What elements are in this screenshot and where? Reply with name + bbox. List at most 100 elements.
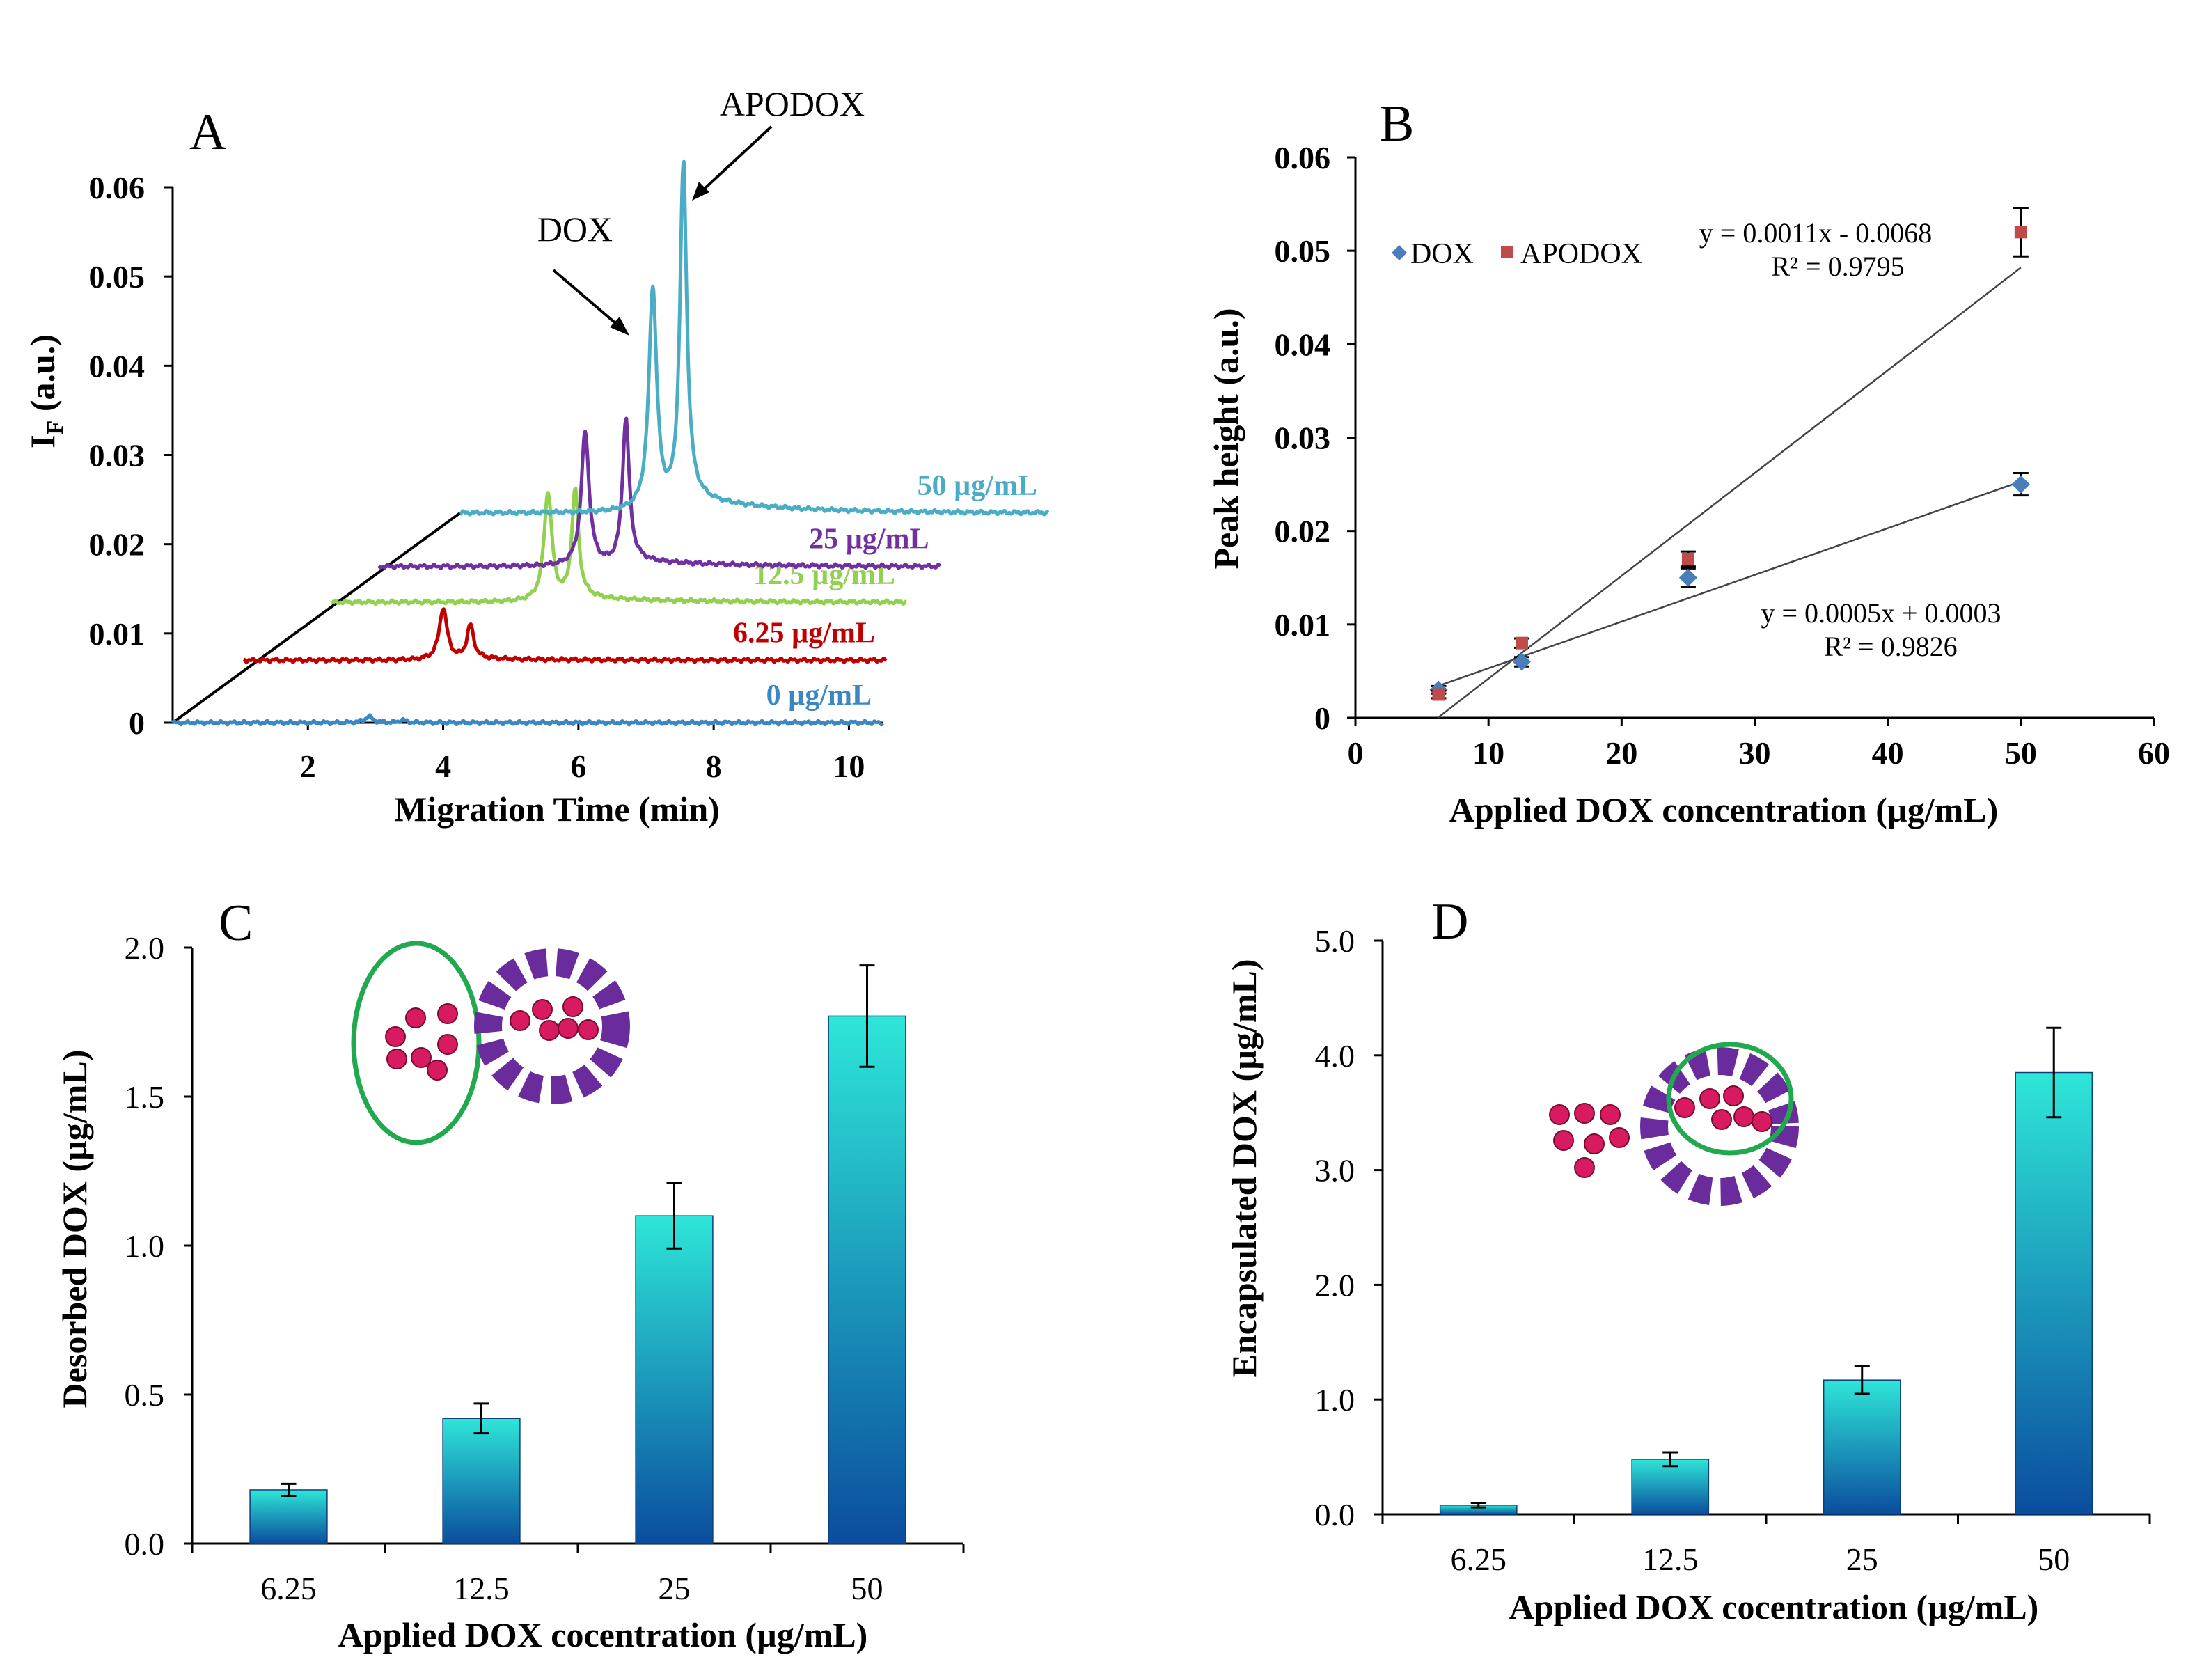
panel-a-depth-axis-line: [171, 512, 462, 724]
panel-a-x-tick-label: 4: [435, 748, 451, 784]
panel-b-y-tick-label: 0.03: [1275, 421, 1331, 456]
drug-molecule-icon: [1733, 1106, 1754, 1127]
data-point-dox: [1512, 652, 1531, 671]
apodox-annotation-arrow: [695, 125, 773, 198]
apodox-fit-equation: y = 0.0011x - 0.0068: [1699, 217, 1932, 249]
panel-d-y-tick-label: 5.0: [1315, 923, 1355, 959]
panel-c-bar: [249, 1489, 328, 1544]
panel-b-x-tick-label: 60: [2138, 735, 2170, 771]
drug-molecule-icon: [1699, 1088, 1720, 1109]
liposome-icon: [474, 948, 630, 1104]
trace-25-ug-ml: [377, 416, 942, 570]
panel-a-x-tick-label: 6: [570, 748, 586, 784]
drug-molecule-icon: [539, 1020, 560, 1041]
dox-fit-r2: R² = 0.9826: [1824, 631, 1957, 662]
drug-molecule-icon: [1674, 1097, 1695, 1118]
data-point-apodox: [1432, 688, 1445, 701]
panel-b-y-tick-label: 0.02: [1275, 514, 1331, 549]
trace-label-50-ug-ml: 50 µg/mL: [918, 470, 1037, 502]
drug-molecule-icon: [1574, 1157, 1595, 1178]
panel-c-bar: [828, 1015, 906, 1544]
panel-d-y-tick-label: 0.0: [1315, 1497, 1355, 1532]
data-point-apodox: [2014, 226, 2027, 239]
panel-c-x-tick-label: 25: [659, 1571, 691, 1606]
panel-b-y-tick-label: 0: [1314, 700, 1330, 736]
panel-d-letter: D: [1431, 893, 1468, 950]
data-point-dox: [2011, 475, 2030, 494]
drug-molecule-icon: [405, 1007, 426, 1028]
panel-a-y-tick-label: 0: [129, 705, 145, 741]
panel-b: B 0 0.01 0.02 0.03 0.04 0.05 0.06 0 10 20 30 40 50 60…: [1206, 95, 2170, 829]
panel-a-y-tick-label: 0.02: [89, 527, 145, 563]
highlight-ellipse: [1666, 1042, 1794, 1156]
panel-d-axes: 0.0 1.0 2.0 3.0 4.0 5.0 6.25 12.5 25 50: [1315, 923, 2151, 1577]
drug-molecule-icon: [1553, 1130, 1574, 1151]
data-point-apodox: [1681, 552, 1694, 565]
panel-d-y-tick-label: 1.0: [1315, 1382, 1355, 1418]
trace-50-ug-ml: [459, 159, 1050, 517]
panel-a-letter: A: [189, 104, 226, 161]
panel-d-x-tick-label: 50: [2038, 1541, 2070, 1577]
desorbed-dox-illustration: [351, 941, 630, 1145]
panel-b-legend: DOX APODOX: [1392, 238, 1642, 270]
panel-c-x-tick-label: 12.5: [453, 1571, 510, 1606]
trace-6-25-ug-ml: [242, 607, 888, 664]
legend-apodox-marker: [1501, 246, 1513, 258]
panel-b-y-tick-label: 0.05: [1275, 233, 1331, 269]
panel-b-letter: B: [1380, 95, 1414, 152]
drug-molecule-icon: [386, 1049, 407, 1069]
panel-d-bar: [2015, 1071, 2093, 1515]
dox-annotation-label: DOX: [537, 210, 613, 249]
panel-a-x-tick-label: 10: [833, 748, 865, 784]
panel-d-marks: [1439, 1026, 2093, 1515]
panel-a-y-tick-label: 0.04: [89, 348, 145, 384]
panel-c: C 0.0 0.5 1.0 1.5 2.0 6.25 12.5 25 50 Applied DO…: [55, 895, 965, 1654]
panel-a-y-tick-label: 0.01: [89, 616, 145, 652]
panel-a: A 0 0.01 0.02 0.03 0.04 0.05 0.06 2 4 6 8 10 0 µg/m…: [23, 84, 1050, 829]
panel-d-x-tick-label: 6.25: [1451, 1541, 1507, 1577]
apodox-annotation-label: APODOX: [720, 84, 865, 123]
panel-b-x-axis-title: Applied DOX concentration (µg/mL): [1449, 790, 1999, 829]
data-point-apodox: [1515, 636, 1528, 650]
drug-molecule-icon: [1574, 1103, 1595, 1124]
panel-a-y-tick-label: 0.03: [89, 438, 145, 473]
panel-a-y-axis-title: IF (a.u.): [23, 334, 68, 448]
drug-molecule-icon: [1711, 1109, 1732, 1130]
drug-molecule-icon: [558, 1018, 579, 1039]
panel-c-y-tick-label: 0.0: [125, 1526, 165, 1562]
panel-a-y-axis-title-sub: F: [42, 421, 68, 435]
legend-apodox-label: APODOX: [1520, 238, 1642, 270]
trace-label-0-ug-ml: 0 µg/mL: [766, 680, 872, 712]
drug-molecule-icon: [1584, 1133, 1605, 1154]
dox-fit-equation: y = 0.0005x + 0.0003: [1761, 597, 2001, 629]
panel-c-x-tick-label: 6.25: [260, 1571, 317, 1606]
panel-c-marks: [249, 964, 906, 1544]
dox-annotation-arrow: [552, 269, 627, 333]
encapsulated-dox-illustration: [1549, 1042, 1799, 1206]
drug-molecule-icon: [385, 1026, 406, 1047]
drug-molecule-icon: [578, 1019, 599, 1040]
panel-b-y-tick-label: 0.04: [1275, 327, 1331, 362]
panel-c-letter: C: [219, 895, 253, 952]
drug-molecule-icon: [427, 1060, 448, 1081]
panel-a-y-axis-title-unit: (a.u.): [23, 334, 62, 421]
drug-molecule-icon: [1752, 1111, 1772, 1132]
panel-c-axes: 0.0 0.5 1.0 1.5 2.0 6.25 12.5 25 50: [125, 930, 965, 1606]
panel-c-y-axis-title: Desorbed DOX (µg/mL): [55, 1050, 94, 1408]
panel-c-y-tick-label: 1.5: [125, 1079, 165, 1115]
legend-dox-label: DOX: [1410, 238, 1474, 270]
trendline-apodox: [1437, 267, 2022, 719]
trace-0-ug-ml: [171, 713, 884, 727]
panel-d-bar: [1631, 1459, 1710, 1515]
drug-molecule-icon: [437, 1034, 458, 1055]
trace-12-5-ug-ml: [330, 487, 908, 606]
drug-molecule-icon: [411, 1047, 432, 1068]
panel-b-x-tick-label: 50: [2005, 735, 2037, 771]
panel-d-x-tick-label: 12.5: [1642, 1541, 1699, 1577]
panel-d: D 0.0 1.0 2.0 3.0 4.0 5.0 6.25 12.5 25 50 Applied…: [1225, 893, 2151, 1626]
panel-b-x-tick-label: 0: [1348, 735, 1364, 771]
panel-a-y-tick-label: 0.05: [89, 259, 145, 295]
panel-b-x-tick-label: 10: [1472, 735, 1504, 771]
panel-b-y-axis-title: Peak height (a.u.): [1206, 308, 1245, 570]
